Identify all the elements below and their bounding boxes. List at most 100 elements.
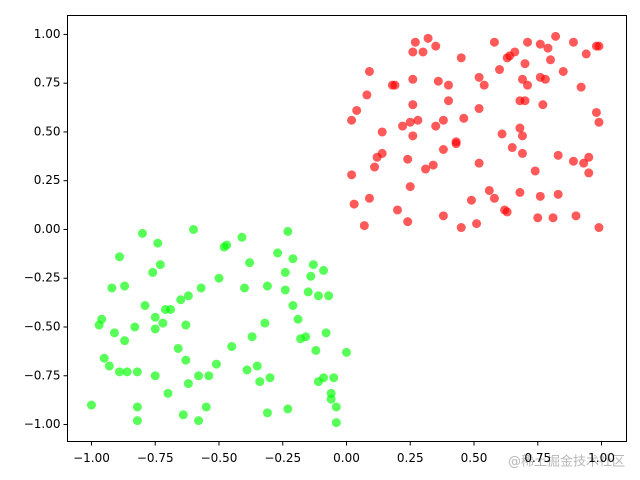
point [474,72,484,82]
point [451,139,461,149]
point [245,258,255,268]
y-tick-label: −1.00 [24,417,61,431]
point [413,115,423,125]
point [265,373,275,383]
point [293,314,303,324]
point [178,410,188,420]
point [303,287,313,297]
point [581,49,591,59]
point [443,80,453,90]
watermark: @稀土掘金技术社区 [508,454,625,470]
point [150,371,160,381]
point [280,285,290,295]
point [347,170,357,180]
x-tick-label: −0.50 [201,451,238,465]
point [201,402,211,412]
point [515,123,525,133]
point [466,195,476,205]
point [364,66,374,76]
point [188,224,198,234]
point [474,158,484,168]
axes-frame [67,15,627,442]
point [364,193,374,203]
point [484,185,494,195]
point [377,127,387,137]
x-tick-label: −0.75 [137,451,174,465]
point [553,189,563,199]
y-tick-label: −0.25 [24,271,61,285]
point [319,265,329,275]
point [579,158,589,168]
point [260,318,270,328]
x-tick-label: −0.25 [264,451,301,465]
point [489,37,499,47]
point [99,353,109,363]
y-tick-label: 0.25 [34,173,61,187]
point [438,211,448,221]
point [132,367,142,377]
point [331,402,341,412]
point [548,213,558,223]
point [392,205,402,215]
point [204,371,214,381]
point [115,252,125,262]
point [377,148,387,158]
y-tick-label: 0.75 [34,76,61,90]
point [408,74,418,84]
point [456,53,466,63]
point [132,402,142,412]
point [183,379,193,389]
point [239,283,249,293]
point [194,416,204,426]
point [324,291,334,301]
point [594,41,604,51]
point [288,254,298,264]
point [538,100,548,110]
point [571,211,581,221]
point [194,371,204,381]
point [421,164,431,174]
point [408,100,418,110]
point [247,332,257,342]
point [273,248,283,258]
point [155,260,165,270]
point [584,168,594,178]
point [301,332,311,342]
point [507,143,517,153]
point [515,187,525,197]
point [306,271,316,281]
point [122,367,132,377]
point [403,217,413,227]
point [517,148,527,158]
point [362,90,372,100]
y-tick-label: 0.00 [34,222,61,236]
point [472,219,482,229]
y-tick-label: 0.50 [34,124,61,138]
x-tick-label: 0.50 [461,451,488,465]
point [341,347,351,357]
point [86,400,96,410]
x-tick-label: 0.75 [524,451,551,465]
point [523,80,533,90]
point [530,166,540,176]
point [132,416,142,426]
point [517,74,527,84]
point [140,301,150,311]
point [115,367,125,377]
point [183,291,193,301]
point [196,283,206,293]
point [262,408,272,418]
point [418,47,428,57]
point [594,223,604,233]
point [459,113,469,123]
point [370,162,380,172]
point [431,41,441,51]
point [107,283,117,293]
point [594,117,604,127]
point [104,361,114,371]
point [438,115,448,125]
point [347,115,357,125]
point [456,223,466,233]
point [410,37,420,47]
